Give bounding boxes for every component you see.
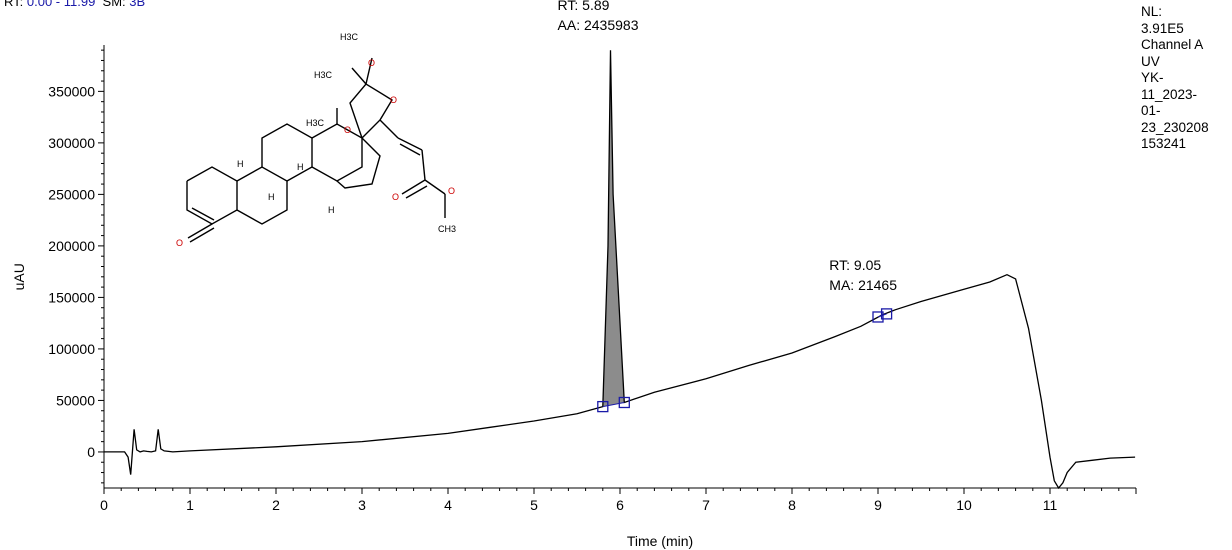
peak-boundary-marker xyxy=(618,396,630,409)
y-tick-label: 200000 xyxy=(48,238,95,254)
header-sm-value: 3B xyxy=(129,0,146,9)
atom-label: H xyxy=(237,159,244,169)
structure-bonds xyxy=(186,57,446,243)
y-axis-label: uAU xyxy=(11,263,27,290)
peak-boundary-marker xyxy=(597,400,609,413)
x-tick-label: 0 xyxy=(100,497,108,513)
atom-label: O xyxy=(392,192,399,202)
x-tick-label: 2 xyxy=(272,497,280,513)
peak-label-rt: RT: 5.89 xyxy=(558,0,610,13)
atom-label: H xyxy=(268,192,275,202)
y-tick-label: 300000 xyxy=(48,135,95,151)
info-panel: NL: 3.91E5 Channel A UV YK- 11_2023- 01-… xyxy=(1141,4,1231,153)
y-tick-label: 250000 xyxy=(48,186,95,202)
peak-baseline xyxy=(877,313,887,318)
x-tick-label: 3 xyxy=(358,497,366,513)
y-tick-label: 0 xyxy=(87,444,95,460)
atom-label: O xyxy=(176,238,183,248)
info-line: 3.91E5 xyxy=(1141,20,1184,36)
y-tick-label: 50000 xyxy=(56,392,95,408)
x-tick-label: 1 xyxy=(186,497,194,513)
y-tick-label: 150000 xyxy=(48,289,95,305)
x-tick-label: 6 xyxy=(616,497,624,513)
peak-label-rt: RT: 9.05 xyxy=(829,257,881,273)
x-tick-label: 8 xyxy=(788,497,796,513)
peak-area-fill xyxy=(602,50,625,407)
x-tick-label: 10 xyxy=(956,497,972,513)
x-tick-label: 5 xyxy=(530,497,538,513)
chemical-structure: H3C O H3C O O H3C H H H H O O O CH3 xyxy=(176,32,456,248)
peak-boundary-marker xyxy=(872,311,884,323)
atom-label: H xyxy=(328,205,335,215)
peak-baseline xyxy=(602,401,625,408)
info-line: YK- xyxy=(1141,70,1164,85)
peak-label-area: AA: 2435983 xyxy=(558,17,639,33)
atom-label: O xyxy=(344,125,351,135)
x-tick-label: 7 xyxy=(702,497,710,513)
atom-label: O xyxy=(390,95,397,105)
header-rt-prefix: RT: xyxy=(4,0,27,9)
chromatogram-trace xyxy=(104,50,1136,490)
chart-header: RT: 0.00 - 11.99 SM: 3B xyxy=(4,0,145,9)
header-rt-range: 0.00 - 11.99 xyxy=(26,0,96,9)
x-tick-label: 4 xyxy=(444,497,452,513)
y-tick-label: 350000 xyxy=(48,83,95,99)
x-tick-label: 9 xyxy=(874,497,882,513)
atom-label: O xyxy=(448,186,455,196)
info-line: UV xyxy=(1141,53,1160,69)
info-line: 23_230208 xyxy=(1141,119,1209,135)
info-line: 01- xyxy=(1141,103,1161,118)
y-tick-label: 100000 xyxy=(48,341,95,357)
info-line: 11_2023- xyxy=(1141,86,1198,102)
info-line: Channel A xyxy=(1141,37,1204,52)
info-line: NL: xyxy=(1141,4,1163,19)
x-tick-label: 11 xyxy=(1043,497,1058,513)
atom-label: CH3 xyxy=(438,224,456,234)
atom-label: H3C xyxy=(340,32,359,42)
atom-label: H xyxy=(297,162,304,172)
atom-label: H3C xyxy=(314,70,333,80)
peak-boundary-marker xyxy=(880,308,893,320)
atom-label: H3C xyxy=(306,118,325,128)
structure-labels: H3C O H3C O O H3C H H H H O O O CH3 xyxy=(176,32,456,248)
x-axis-label: Time (min) xyxy=(627,533,693,549)
header-sm-prefix: SM: xyxy=(95,0,130,9)
peak-label-area: MA: 21465 xyxy=(829,277,897,293)
info-line: 153241 xyxy=(1141,136,1187,151)
atom-label: O xyxy=(368,58,375,68)
